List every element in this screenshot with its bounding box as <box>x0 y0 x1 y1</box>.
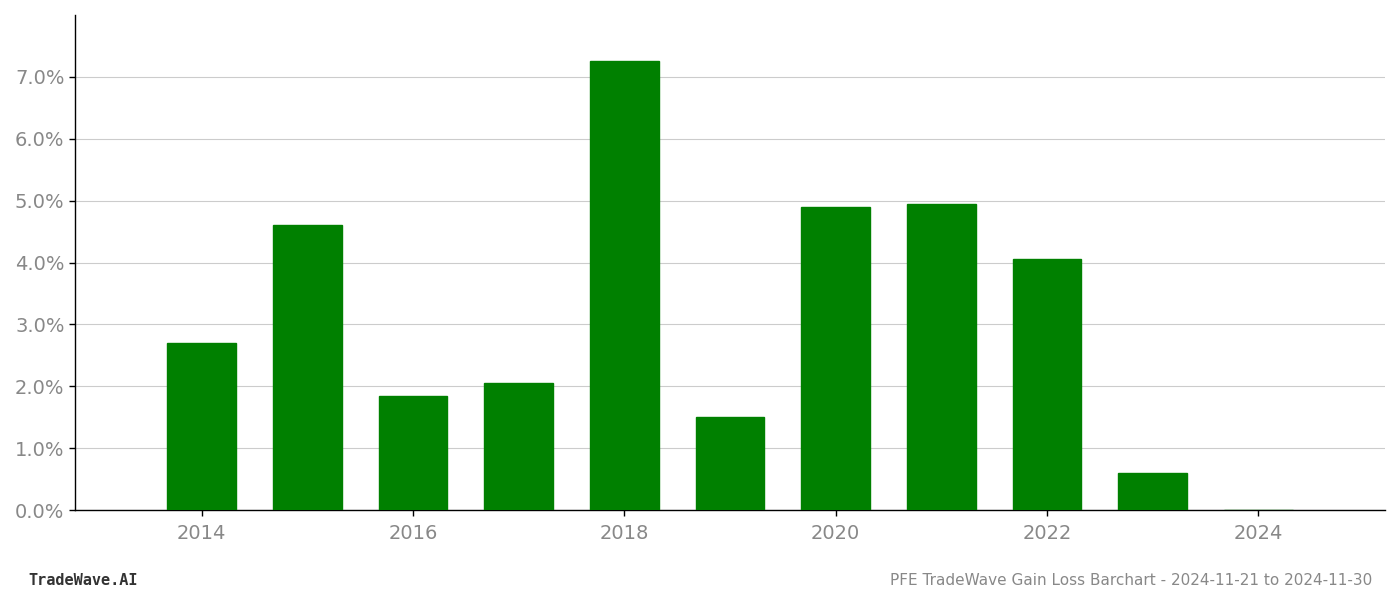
Bar <box>801 207 869 510</box>
Text: TradeWave.AI: TradeWave.AI <box>28 573 137 588</box>
Bar <box>168 343 237 510</box>
Bar <box>484 383 553 510</box>
Bar <box>379 395 448 510</box>
Bar <box>1119 473 1187 510</box>
Bar <box>696 417 764 510</box>
Bar <box>589 61 659 510</box>
Bar <box>907 204 976 510</box>
Bar <box>1012 259 1081 510</box>
Text: PFE TradeWave Gain Loss Barchart - 2024-11-21 to 2024-11-30: PFE TradeWave Gain Loss Barchart - 2024-… <box>890 573 1372 588</box>
Bar <box>273 226 342 510</box>
